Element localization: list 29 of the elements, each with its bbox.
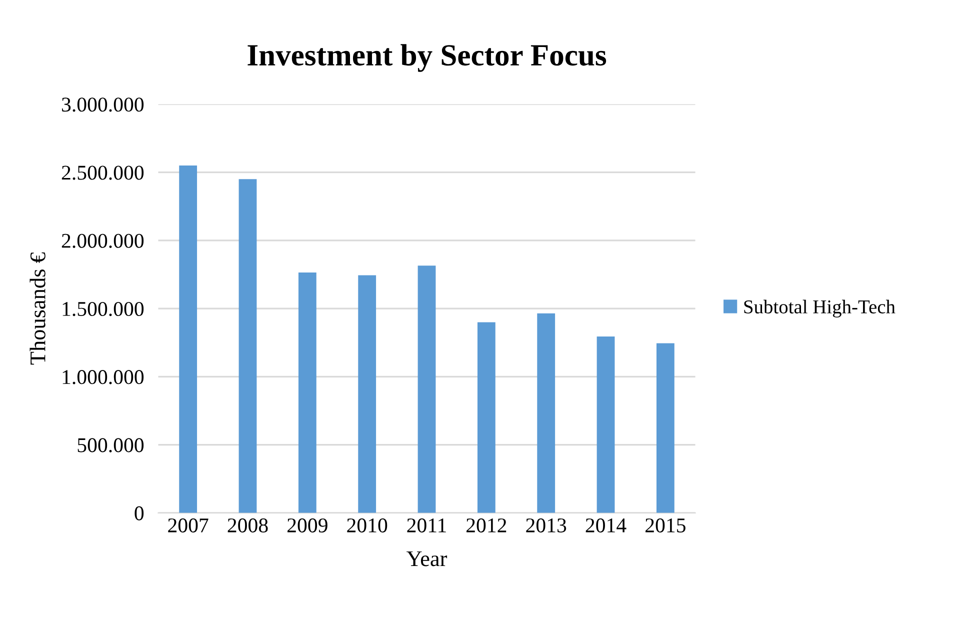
- x-tick-label: 2014: [586, 518, 626, 532]
- bar: [238, 179, 257, 513]
- y-tick-label: 1.000.000: [62, 370, 144, 384]
- x-tick-label: 2015: [646, 518, 686, 532]
- bar: [418, 266, 436, 513]
- y-tick-label: 500.000: [78, 438, 144, 452]
- chart-title: Investment by Sector Focus: [248, 44, 606, 72]
- x-tick-label: 2007: [168, 518, 208, 532]
- y-axis-title: Thousands €: [30, 252, 46, 365]
- bar: [179, 166, 198, 513]
- bar: [298, 272, 316, 513]
- bar: [477, 322, 496, 513]
- x-tick-label: 2009: [287, 518, 328, 532]
- x-axis-title: Year: [406, 551, 448, 566]
- bar: [656, 343, 674, 513]
- x-tick-label: 2011: [407, 518, 446, 532]
- x-tick-label: 2010: [347, 518, 388, 532]
- legend-label: Subtotal High-Tech: [744, 300, 896, 318]
- y-tick-label: 2.000.000: [62, 234, 144, 248]
- x-tick-label: 2013: [526, 518, 566, 532]
- bar: [596, 336, 615, 513]
- bar: [358, 275, 376, 513]
- y-tick-label: 1.500.000: [62, 302, 144, 316]
- y-tick-label: 3.000.000: [62, 98, 144, 112]
- x-tick-label: 2012: [466, 518, 506, 532]
- y-tick-label: 2.500.000: [62, 166, 144, 180]
- y-tick-label: 0: [134, 506, 144, 520]
- x-tick-label: 2008: [228, 518, 268, 532]
- bar: [537, 313, 556, 513]
